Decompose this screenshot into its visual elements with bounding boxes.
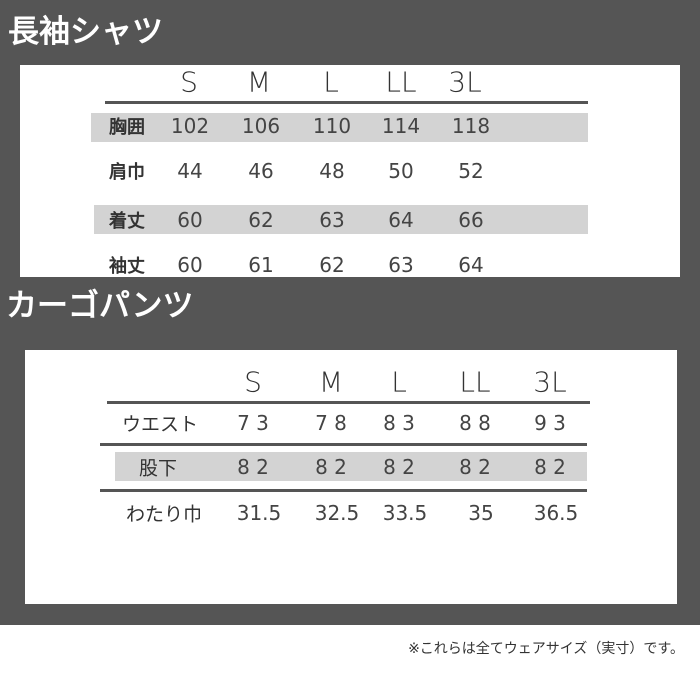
cell-value: 8 2 <box>534 455 566 479</box>
size-header: L <box>323 65 339 99</box>
cell-value: 106 <box>241 114 281 138</box>
row-shade <box>94 205 588 234</box>
pants-title: カーゴパンツ <box>6 288 194 324</box>
cell-value: 33.5 <box>382 501 428 525</box>
cell-value: 62 <box>319 253 345 277</box>
cell-value: 9 3 <box>534 411 566 435</box>
size-header: M <box>246 65 272 99</box>
cell-value: 32.5 <box>314 501 360 525</box>
cell-value: 60 <box>177 208 203 232</box>
row-divider <box>100 489 587 492</box>
row-label: ウエスト <box>121 413 199 436</box>
cell-value: 36.5 <box>533 501 579 525</box>
cell-value: 114 <box>381 114 421 138</box>
row-label: 肩巾 <box>109 162 145 183</box>
cell-value: 7 3 <box>237 411 269 435</box>
cell-value: 8 8 <box>459 411 491 435</box>
cell-value: 110 <box>312 114 352 138</box>
cell-value: 64 <box>458 253 484 277</box>
row-shade <box>91 113 588 142</box>
cell-value: 64 <box>388 208 414 232</box>
row-label: 着丈 <box>109 211 145 232</box>
row-divider <box>100 443 587 446</box>
row-label: 袖丈 <box>109 256 145 277</box>
shirt-title: 長袖シャツ <box>8 14 163 50</box>
row-shade <box>115 452 587 481</box>
cell-value: 63 <box>388 253 414 277</box>
cell-value: 8 2 <box>237 455 269 479</box>
footnote: ※これらは全てウェアサイズ（実寸）です。 <box>408 641 684 657</box>
size-header: 3L <box>533 365 567 399</box>
header-divider <box>105 101 588 104</box>
size-header: S <box>180 65 198 99</box>
cell-value: 61 <box>248 253 274 277</box>
cell-value: 60 <box>177 253 203 277</box>
cell-value: 52 <box>458 159 484 183</box>
cell-value: 8 2 <box>459 455 491 479</box>
cell-value: 50 <box>388 159 414 183</box>
shirt-size-table: S M L LL 3L 胸囲 102 106 110 114 118 肩巾 44 46 48 50 52 着丈 60… <box>20 65 680 277</box>
cell-value: 44 <box>177 159 203 183</box>
row-label: わたり巾 <box>125 503 203 526</box>
cell-value: 35 <box>468 501 494 525</box>
size-header: LL <box>385 65 417 99</box>
size-header: 3L <box>448 65 482 99</box>
cell-value: 48 <box>319 159 345 183</box>
cell-value: 66 <box>458 208 484 232</box>
cell-value: 46 <box>248 159 274 183</box>
row-label: 股下 <box>138 457 178 480</box>
cell-value: 7 8 <box>315 411 347 435</box>
size-header: LL <box>459 365 491 399</box>
header-divider <box>107 401 590 404</box>
cell-value: 102 <box>170 114 210 138</box>
cell-value: 63 <box>319 208 345 232</box>
cell-value: 31.5 <box>236 501 282 525</box>
cell-value: 8 2 <box>315 455 347 479</box>
cell-value: 62 <box>248 208 274 232</box>
cell-value: 8 2 <box>383 455 415 479</box>
size-header: S <box>244 365 262 399</box>
cell-value: 8 3 <box>383 411 415 435</box>
size-header: M <box>318 365 344 399</box>
size-header: L <box>391 365 407 399</box>
cell-value: 118 <box>451 114 491 138</box>
row-label: 胸囲 <box>109 117 145 138</box>
